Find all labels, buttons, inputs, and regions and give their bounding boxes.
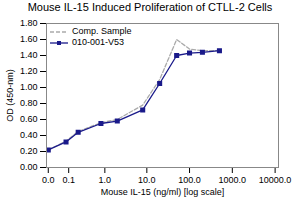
- svg-text:0.00: 0.00: [20, 162, 38, 172]
- svg-text:0.60: 0.60: [20, 114, 38, 124]
- svg-text:1.00: 1.00: [20, 82, 38, 92]
- html-text:Comp. Sample: Comp. Sample: [72, 26, 132, 36]
- svg-text:10000.0: 10000.0: [259, 175, 292, 185]
- html-text:010-001-V53: 010-001-V53: [72, 37, 124, 47]
- svg-text:0.80: 0.80: [20, 98, 38, 108]
- svg-text:0.1: 0.1: [62, 175, 75, 185]
- svg-text:Mouse IL-15 (ng/ml) [log scale: Mouse IL-15 (ng/ml) [log scale]: [101, 187, 225, 197]
- svg-text:100.0: 100.0: [178, 175, 201, 185]
- svg-text:0.20: 0.20: [20, 146, 38, 156]
- svg-text:10.0: 10.0: [138, 175, 156, 185]
- svg-text:1.40: 1.40: [20, 50, 38, 60]
- html-text:Mouse IL-15 Induced Proliferat: Mouse IL-15 Induced Proliferation of CTL…: [27, 1, 273, 13]
- svg-text:0.40: 0.40: [20, 130, 38, 140]
- svg-text:0.0: 0.0: [42, 175, 55, 185]
- svg-text:1.20: 1.20: [20, 66, 38, 76]
- svg-text:1000.0: 1000.0: [219, 175, 247, 185]
- svg-text:1.80: 1.80: [20, 18, 38, 28]
- svg-text:1.60: 1.60: [20, 34, 38, 44]
- svg-text:OD (450-nm): OD (450-nm): [5, 69, 15, 122]
- svg-text:1.0: 1.0: [99, 175, 112, 185]
